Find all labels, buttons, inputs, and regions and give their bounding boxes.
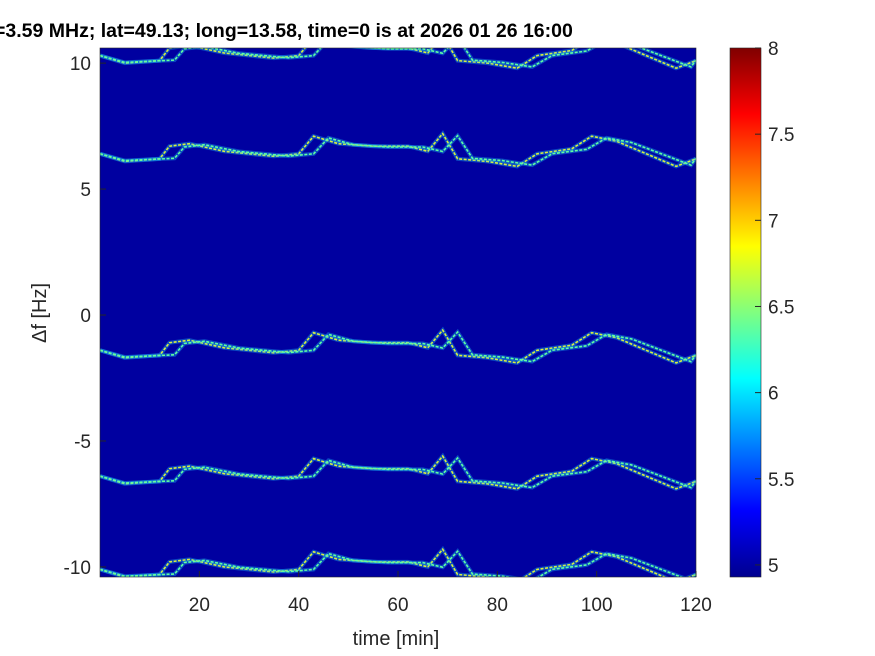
trace-line [100, 456, 696, 489]
trace-line [100, 48, 696, 68]
trace-line [100, 134, 696, 167]
colorbar-ticks: 5 5.5 6 6.5 7 7.5 8 [755, 39, 794, 577]
y-tick-label: -5 [74, 432, 91, 453]
y-tick-label: 0 [80, 306, 91, 327]
colorbar-tick-label: 7.5 [768, 125, 794, 146]
trace-line [100, 550, 696, 577]
x-tick-label: 40 [288, 595, 309, 616]
trace-group [100, 48, 696, 577]
y-tick-label: 5 [80, 180, 91, 201]
colorbar-tick-label: 6 [768, 384, 779, 405]
y-axis-label: Δf [Hz] [29, 283, 51, 343]
colorbar-tick-label: 5 [768, 556, 779, 577]
x-tick-label: 120 [680, 595, 712, 616]
trace-line [100, 547, 696, 577]
y-tick-label: 10 [70, 54, 91, 75]
x-tick-label: 100 [581, 595, 613, 616]
trace-line [100, 454, 696, 490]
x-tick-label: 80 [487, 595, 508, 616]
axes: 20 40 60 80 100 120 10 5 0 -5 -10 [64, 47, 712, 616]
spectrogram-background [100, 48, 696, 577]
trace-line [100, 328, 696, 364]
chart-title: =3.59 MHz; lat=49.13; long=13.58, time=0… [0, 20, 573, 42]
colorbar-tick-label: 8 [768, 39, 779, 60]
colorbar [729, 47, 762, 578]
trace-halo [100, 48, 696, 71]
colorbar-tick-label: 6.5 [768, 297, 794, 318]
colorbar-tick-label: 7 [768, 211, 779, 232]
y-tick-label: -10 [64, 558, 91, 579]
trace-line [100, 330, 696, 363]
x-tick-label: 20 [189, 595, 210, 616]
x-tick-label: 60 [387, 595, 408, 616]
trace-line [100, 132, 696, 168]
colorbar-tick-label: 5.5 [768, 470, 794, 491]
x-axis-label: time [min] [353, 628, 440, 650]
